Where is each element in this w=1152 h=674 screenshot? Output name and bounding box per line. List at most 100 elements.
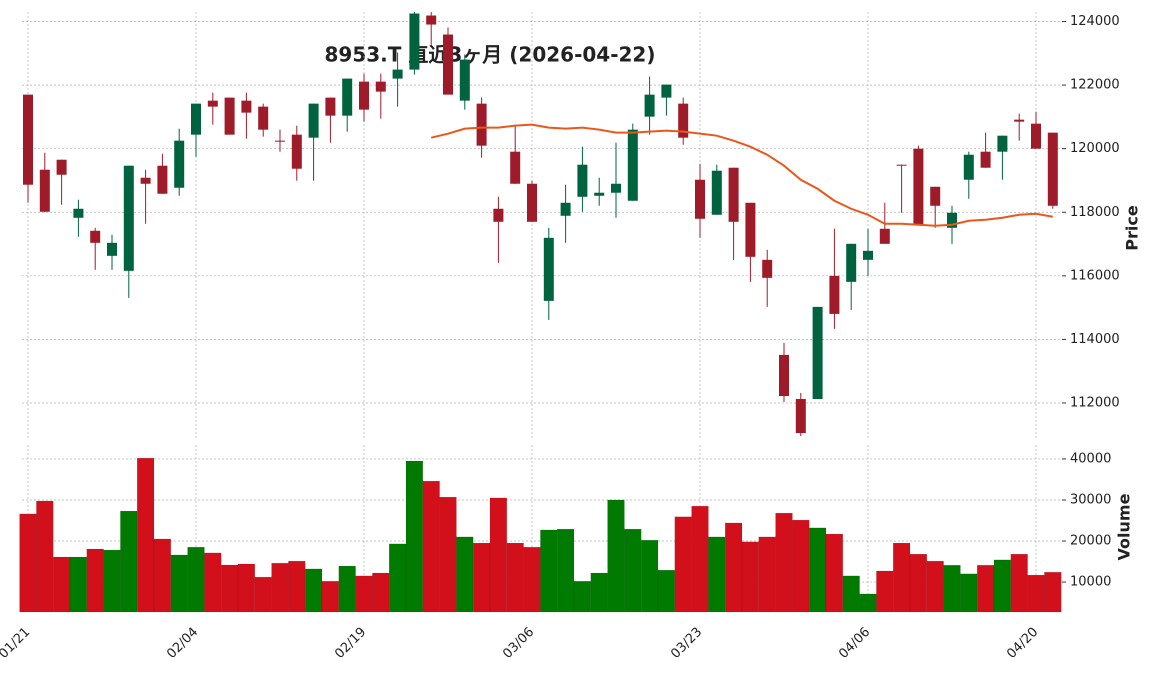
volume-bar [405,460,424,613]
volume-bar [19,513,37,613]
candle-body [661,84,672,98]
volume-bar [237,563,256,613]
candle-body [695,179,705,219]
candle-body [291,134,302,169]
candle-body [123,165,134,271]
candle-body [157,165,168,194]
candle-body [980,151,991,168]
volume-bar [472,542,491,613]
candle-body [930,186,941,206]
y2-tick-label: 40000 [1070,451,1111,466]
candle-body [678,103,689,138]
volume-bar [741,541,760,613]
volume-bar [304,568,323,613]
y-tick-label: 114000 [1070,332,1120,347]
candle-body [90,230,101,243]
candle-body [1014,119,1025,122]
y-tick-label: 122000 [1070,78,1120,93]
volume-bar [136,457,155,613]
volume-bar [976,564,995,613]
volume-bar [876,570,894,613]
candle-body [39,169,50,212]
volume-bar [573,580,592,613]
volume-bar [204,552,222,613]
candle-body [846,243,857,282]
candle-body [577,164,588,197]
candle-body [527,183,537,222]
volume-bar [36,500,54,613]
candle-body [644,94,655,117]
volume-bar [943,564,961,613]
candle-body [174,140,185,188]
volume-bar [220,564,239,613]
candle-body [1031,123,1041,149]
candle-body [426,15,437,25]
candle-body [594,192,605,196]
volume-bar [993,559,1012,613]
volume-bar [590,572,608,613]
volume-bar [388,543,407,613]
volume-bar [153,538,172,613]
volume-bar [321,580,340,613]
candle-body [896,164,907,166]
volume-bar [288,560,306,613]
volume-bar [758,536,776,613]
volume-bar [960,573,978,613]
volume-bar [120,510,138,613]
candle-body [611,183,621,193]
candle-body [963,154,974,180]
volume-bar [825,533,844,613]
volume-bar [523,546,541,613]
y2-tick-label: 30000 [1070,492,1111,507]
y-tick-label: 116000 [1070,268,1120,283]
volume-bar [792,519,810,613]
volume-bar [556,528,575,613]
y2-tick-label: 10000 [1070,575,1111,590]
candle-body [745,202,756,257]
candle-body [308,103,319,138]
candle-body [325,97,336,116]
candle-body [241,100,252,113]
candle-body [510,151,521,184]
candle-body [543,237,554,301]
volume-bar [103,549,121,613]
candle-body [711,170,722,215]
y-tick-label: 118000 [1070,205,1120,220]
candle-body [879,228,890,244]
volume-bar [859,593,877,613]
volume-bar [372,572,390,613]
y2-tick-label: 20000 [1070,534,1111,549]
volume-bar [86,548,104,613]
candle-body [459,59,470,101]
candle-body [795,398,806,434]
candle-body [224,97,235,135]
volume-bar [338,565,356,613]
volume-bar [724,522,743,613]
volume-bar [271,562,289,613]
volume-bar [892,542,911,613]
volume-bar [624,528,642,613]
volume-bar [607,499,625,613]
volume-bar [842,575,860,613]
candle-body [342,78,353,116]
candle-body [375,81,386,92]
y-tick-label: 112000 [1070,395,1120,410]
volume-bar [909,553,928,613]
volume-bar [1010,553,1028,613]
candle-body [73,208,84,218]
candle-body [560,202,571,216]
volume-bar [808,527,827,613]
volume-bar [926,560,944,613]
volume-bar [674,516,692,613]
volume-bar [540,529,558,613]
candle-body [476,103,487,146]
volume-bar [657,569,676,613]
volume-bar [506,542,524,613]
volume-bar [1044,571,1062,613]
y2-axis-label: Volume [1115,493,1134,560]
candle-body [56,159,67,175]
candle-body [997,135,1008,152]
candle-body [258,106,269,130]
candle-body [829,275,840,314]
